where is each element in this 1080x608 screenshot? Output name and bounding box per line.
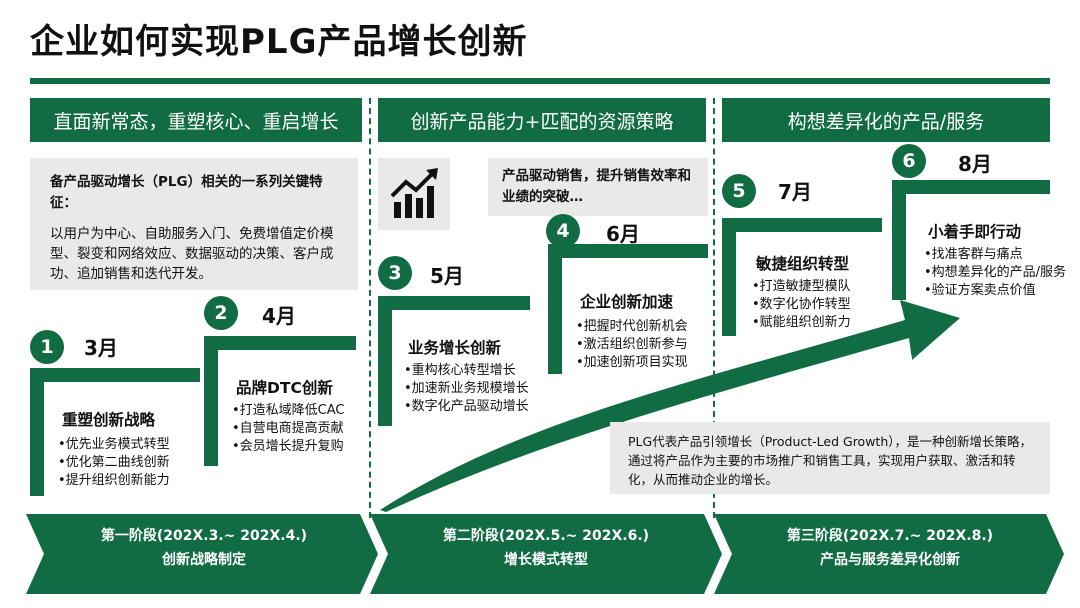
phase-3-banner: 第三阶段(202X.7.~ 202X.8.) 产品与服务差异化创新 [730, 524, 1050, 572]
step-month: 6月 [606, 222, 640, 246]
phase-3-header: 构想差异化的产品/服务 [722, 98, 1050, 142]
sales-box: 产品驱动销售，提升销售效率和业绩的突破… [488, 158, 708, 216]
list-item: 会员增长提升复购 [232, 438, 345, 456]
list-item: 数字化协作转型 [752, 296, 851, 314]
step-month: 7月 [778, 180, 812, 204]
phase-3-dates: 第三阶段(202X.7.~ 202X.8.) [786, 528, 994, 544]
phase-1-dates: 第一阶段(202X.3.~ 202X.4.) [100, 528, 308, 544]
intro-body: 以用户为中心、自助服务入门、免费增值定价模型、裂变和网络效应、数据驱动的决策、客… [50, 226, 334, 282]
list-item: 优化第二曲线创新 [58, 454, 170, 472]
list-item: 构想差异化的产品/服务 [924, 264, 1066, 282]
step-month: 4月 [262, 304, 296, 328]
step-title: 敏捷组织转型 [756, 255, 850, 273]
step-list: 打造敏捷型模队 数字化协作转型 赋能组织创新力 [752, 278, 851, 332]
plg-note: PLG代表产品引领增长（Product-Led Growth），是一种创新增长策… [610, 422, 1050, 494]
list-item: 赋能组织创新力 [752, 314, 851, 332]
list-item: 找准客群与痛点 [924, 246, 1066, 264]
step-number: 6 [892, 144, 926, 178]
page-title: 企业如何实现PLG产品增长创新 [30, 22, 528, 62]
step-number: 3 [378, 256, 412, 290]
step-title: 企业创新加速 [580, 293, 674, 311]
step-list: 把握时代创新机会 激活组织创新参与 加速创新项目实现 [576, 318, 688, 372]
step-title: 品牌DTC创新 [236, 379, 333, 397]
step-title: 重塑创新战略 [62, 411, 156, 429]
step-list: 找准客群与痛点 构想差异化的产品/服务 验证方案卖点价值 [924, 246, 1066, 300]
step-number: 2 [204, 296, 238, 330]
phase-banners [26, 514, 1064, 594]
step-list: 重构核心转型增长 加速新业务规模增长 数字化产品驱动增长 [404, 362, 529, 416]
step-title: 小着手即行动 [928, 223, 1022, 241]
list-item: 验证方案卖点价值 [924, 282, 1066, 300]
list-item: 加速新业务规模增长 [404, 380, 529, 398]
phase-1-header: 直面新常态，重塑核心、重启增长 [30, 98, 362, 142]
list-item: 数字化产品驱动增长 [404, 398, 529, 416]
step-month: 8月 [958, 152, 992, 176]
title-rule [30, 78, 1050, 84]
step-title: 业务增长创新 [408, 339, 502, 357]
step-month: 3月 [84, 336, 118, 360]
list-item: 把握时代创新机会 [576, 318, 688, 336]
list-item: 自营电商提高贡献 [232, 420, 345, 438]
step-list: 打造私域降低CAC 自营电商提高贡献 会员增长提升复购 [232, 402, 345, 456]
phase-3-label: 产品与服务差异化创新 [820, 552, 960, 568]
step-month: 5月 [430, 264, 464, 288]
list-item: 优先业务模式转型 [58, 436, 170, 454]
step-list: 优先业务模式转型 优化第二曲线创新 提升组织创新能力 [58, 436, 170, 490]
list-item: 提升组织创新能力 [58, 472, 170, 490]
phase-divider [713, 98, 715, 518]
phase-divider [369, 98, 371, 518]
intro-title: 备产品驱动增长（PLG）相关的一系列关键特征： [50, 174, 323, 211]
intro-box: 备产品驱动增长（PLG）相关的一系列关键特征： 以用户为中心、自助服务入门、免费… [30, 158, 358, 290]
phase-1-label: 创新战略制定 [162, 552, 246, 568]
step-number: 1 [30, 330, 64, 364]
phase-2-banner: 第二阶段(202X.5.~ 202X.6.) 增长模式转型 [386, 524, 706, 572]
step-number: 4 [546, 214, 580, 248]
step-number: 5 [722, 174, 756, 208]
list-item: 激活组织创新参与 [576, 336, 688, 354]
list-item: 加速创新项目实现 [576, 354, 688, 372]
growth-chart-icon [378, 158, 450, 230]
phase-2-label: 增长模式转型 [504, 552, 588, 568]
list-item: 打造敏捷型模队 [752, 278, 851, 296]
phase-1-banner: 第一阶段(202X.3.~ 202X.4.) 创新战略制定 [44, 524, 364, 572]
phase-2-header: 创新产品能力+匹配的资源策略 [378, 98, 706, 142]
list-item: 打造私域降低CAC [232, 402, 345, 420]
phase-2-dates: 第二阶段(202X.5.~ 202X.6.) [442, 528, 650, 544]
list-item: 重构核心转型增长 [404, 362, 529, 380]
